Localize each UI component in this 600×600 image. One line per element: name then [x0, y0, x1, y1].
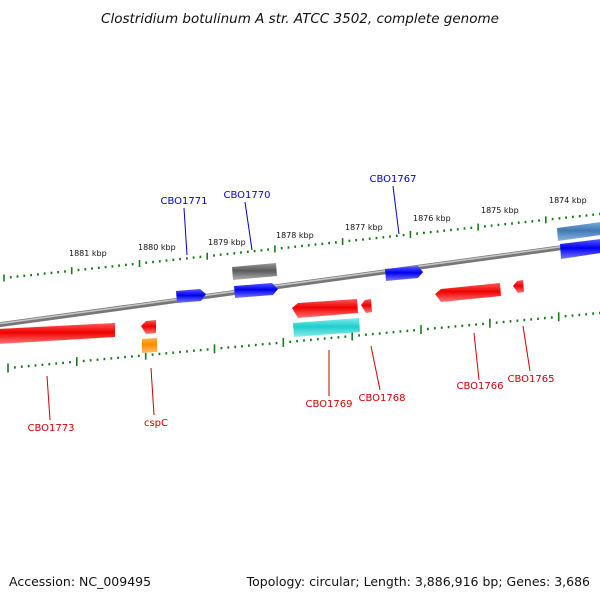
scale-ticks-inner [7, 311, 600, 373]
gene-arrow-cbo1771[interactable] [176, 289, 206, 303]
reverse-features [0, 280, 524, 353]
gene-arrow-cbo1768[interactable] [361, 299, 372, 313]
scale-label: 1880 kbp [138, 243, 176, 252]
gene-feature-gray[interactable] [232, 263, 277, 280]
gene-label[interactable]: CBO1773 [28, 423, 75, 434]
gene-label[interactable]: CBO1770 [224, 190, 271, 201]
accession-text: Accession: NC_009495 [9, 574, 151, 589]
scale-labels: 1881 kbp 1880 kbp 1879 kbp 1878 kbp 1877… [69, 196, 587, 258]
gene-label[interactable]: cspC [144, 418, 168, 429]
label-leader-lines [46, 185, 531, 421]
map-title: Clostridium botulinum A str. ATCC 3502, … [101, 11, 499, 27]
scale-label: 1874 kbp [549, 196, 587, 205]
gene-arrow-cbo1769[interactable] [292, 299, 358, 318]
gene-arrow-cbo1770[interactable] [234, 283, 278, 298]
scale-label: 1877 kbp [345, 223, 383, 232]
gene-arrow-blue-edge[interactable] [560, 239, 600, 259]
gene-arrow-cspc-red[interactable] [141, 320, 156, 334]
genome-summary-text: Topology: circular; Length: 3,886,916 bp… [246, 574, 590, 589]
gene-arrow-cbo1773[interactable] [0, 323, 115, 344]
gene-label[interactable]: CBO1771 [161, 196, 208, 207]
forward-features [176, 222, 600, 303]
gene-label[interactable]: CBO1767 [370, 174, 417, 185]
gene-label[interactable]: CBO1766 [457, 381, 504, 392]
scale-label: 1875 kbp [481, 206, 519, 215]
gene-arrow-cbo1766[interactable] [435, 283, 501, 302]
gene-arrow-cbo1767[interactable] [385, 266, 423, 281]
gene-labels: CBO1771 CBO1770 CBO1767 CBO1773 cspC CBO… [28, 174, 555, 434]
scale-ticks-outer [3, 212, 600, 282]
scale-label: 1878 kbp [276, 231, 314, 240]
gene-feature-cspc-orange[interactable] [142, 338, 157, 353]
gene-label[interactable]: CBO1768 [359, 393, 406, 404]
gene-label[interactable]: CBO1769 [306, 399, 353, 410]
gene-arrow-cbo1765[interactable] [513, 280, 524, 293]
genome-backbone-highlight [0, 240, 600, 325]
scale-label: 1879 kbp [208, 238, 246, 247]
scale-label: 1876 kbp [413, 214, 451, 223]
gene-label[interactable]: CBO1765 [508, 374, 555, 385]
gene-feature-cyan[interactable] [293, 318, 360, 337]
scale-label: 1881 kbp [69, 249, 107, 258]
gene-feature-steel[interactable] [557, 222, 600, 241]
